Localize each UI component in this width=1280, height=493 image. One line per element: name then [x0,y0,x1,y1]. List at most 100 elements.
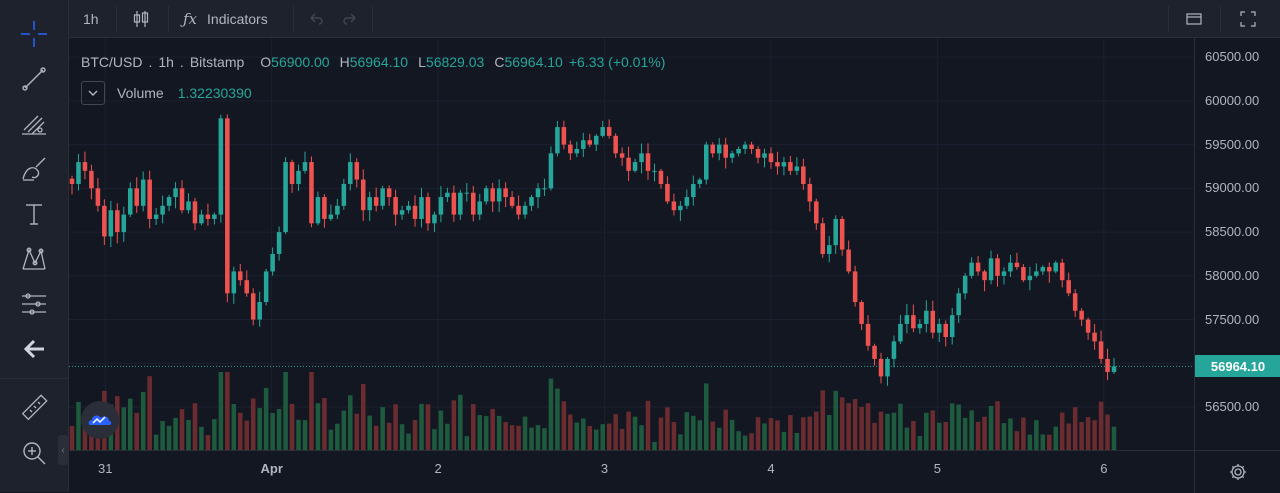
tradingview-logo-icon[interactable] [81,401,119,439]
trend-line-icon[interactable] [14,61,54,97]
volume-bar [762,423,767,450]
volume-bar [839,397,845,450]
candle-body [574,148,580,154]
candle-body [76,162,81,184]
volume-bar [703,383,709,450]
redo-icon[interactable] [341,4,359,33]
candle-body [250,293,256,320]
candle-body [885,358,890,377]
volume-bar [173,417,178,450]
volume-bar [639,425,644,450]
volume-bar [885,413,890,450]
volume-bar [179,409,185,450]
candle-body [335,205,340,215]
chart-pane[interactable]: BTC/USD . 1h . Bitstamp O56900.00 H56964… [69,38,1194,450]
legend-open: O56900.00 [260,54,330,70]
volume-bar [147,376,152,450]
settings-gear-icon[interactable] [1194,450,1280,493]
fib-retracement-icon[interactable] [14,106,54,142]
candle-body [516,205,521,215]
candle-body [703,144,709,180]
candle-body [936,323,942,333]
volume-bar [1098,401,1104,450]
collapse-toolbar-icon[interactable]: ‹ [58,435,68,465]
volume-bar [516,425,521,450]
candle-body [975,262,981,272]
candle-body [477,201,483,215]
candle-body [969,262,974,276]
candle-body [348,162,353,184]
candle-body [555,127,560,154]
volume-bar [419,403,424,450]
candle-body [283,162,288,233]
candle-body [762,153,767,158]
volume-bar [1111,426,1117,450]
candle-body [471,192,476,215]
candle-body [788,162,793,171]
candle-body [911,315,916,329]
zoom-icon[interactable] [14,435,54,471]
volume-bar [652,441,657,450]
text-icon[interactable] [14,196,54,232]
volume-bar [1059,412,1065,450]
volume-bar [445,423,450,450]
volume-bar [231,404,237,450]
volume-bar [82,427,88,450]
fullscreen-icon[interactable] [1239,4,1257,33]
crosshair-icon[interactable] [14,16,54,52]
back-arrow-icon[interactable] [14,331,54,367]
candle-body [186,201,191,211]
pattern-icon[interactable] [14,241,54,277]
candle-body [380,188,385,206]
legend-close: C56964.10 [494,54,563,70]
volume-bar [166,425,172,450]
volume-bar [192,403,198,450]
candle-body [386,188,392,198]
volume-bar [723,409,728,450]
volume-bar [949,403,955,450]
brush-icon[interactable] [14,151,54,187]
volume-bar [1040,434,1046,450]
function-icon: ƒx [183,9,198,28]
indicators-button[interactable]: ƒx Indicators [183,4,268,33]
legend-high: H56964.10 [339,54,409,70]
time-axis[interactable]: 31 Apr 2 3 4 5 6 [69,450,1194,493]
price-tick-label: 57500.00 [1205,311,1260,327]
volume-bar [852,399,858,450]
candle-body [406,205,411,211]
volume-bar [645,400,651,450]
candle-body [1079,310,1084,320]
volume-bar [1047,434,1052,450]
chart-type-icon[interactable] [131,4,151,33]
volume-bar [425,404,431,450]
volume-bar [225,372,230,450]
prediction-icon[interactable] [14,286,54,322]
volume-bar [406,433,411,450]
symbol-legend: BTC/USD . 1h . Bitstamp O56900.00 H56964… [81,54,665,70]
candle-body [917,323,923,329]
volume-bar [613,414,618,450]
candle-body [134,188,139,206]
volume-bar [917,435,923,450]
layout-icon[interactable] [1185,4,1203,33]
candle-body [561,127,567,145]
candle-body [354,162,360,180]
candle-body [419,197,424,219]
chevron-down-icon[interactable] [81,81,105,105]
legend-symbol[interactable]: BTC/USD [81,54,143,70]
ruler-icon[interactable] [14,390,54,426]
price-axis[interactable]: 60500.00 60000.00 59500.00 59000.00 58500.00… [1194,38,1280,450]
volume-bar [969,410,974,450]
candle-body [1072,293,1078,311]
candle-body [678,205,683,211]
candle-body [160,205,165,215]
candle-body [95,188,101,206]
interval-button[interactable]: 1h [83,10,99,27]
candlestick-chart[interactable] [69,38,1194,450]
volume-bar [898,403,903,450]
candle-body [212,214,217,219]
volume-bar [76,401,81,450]
undo-icon[interactable] [307,4,325,33]
time-tick-label: Apr [260,461,283,476]
volume-bar [373,425,379,450]
